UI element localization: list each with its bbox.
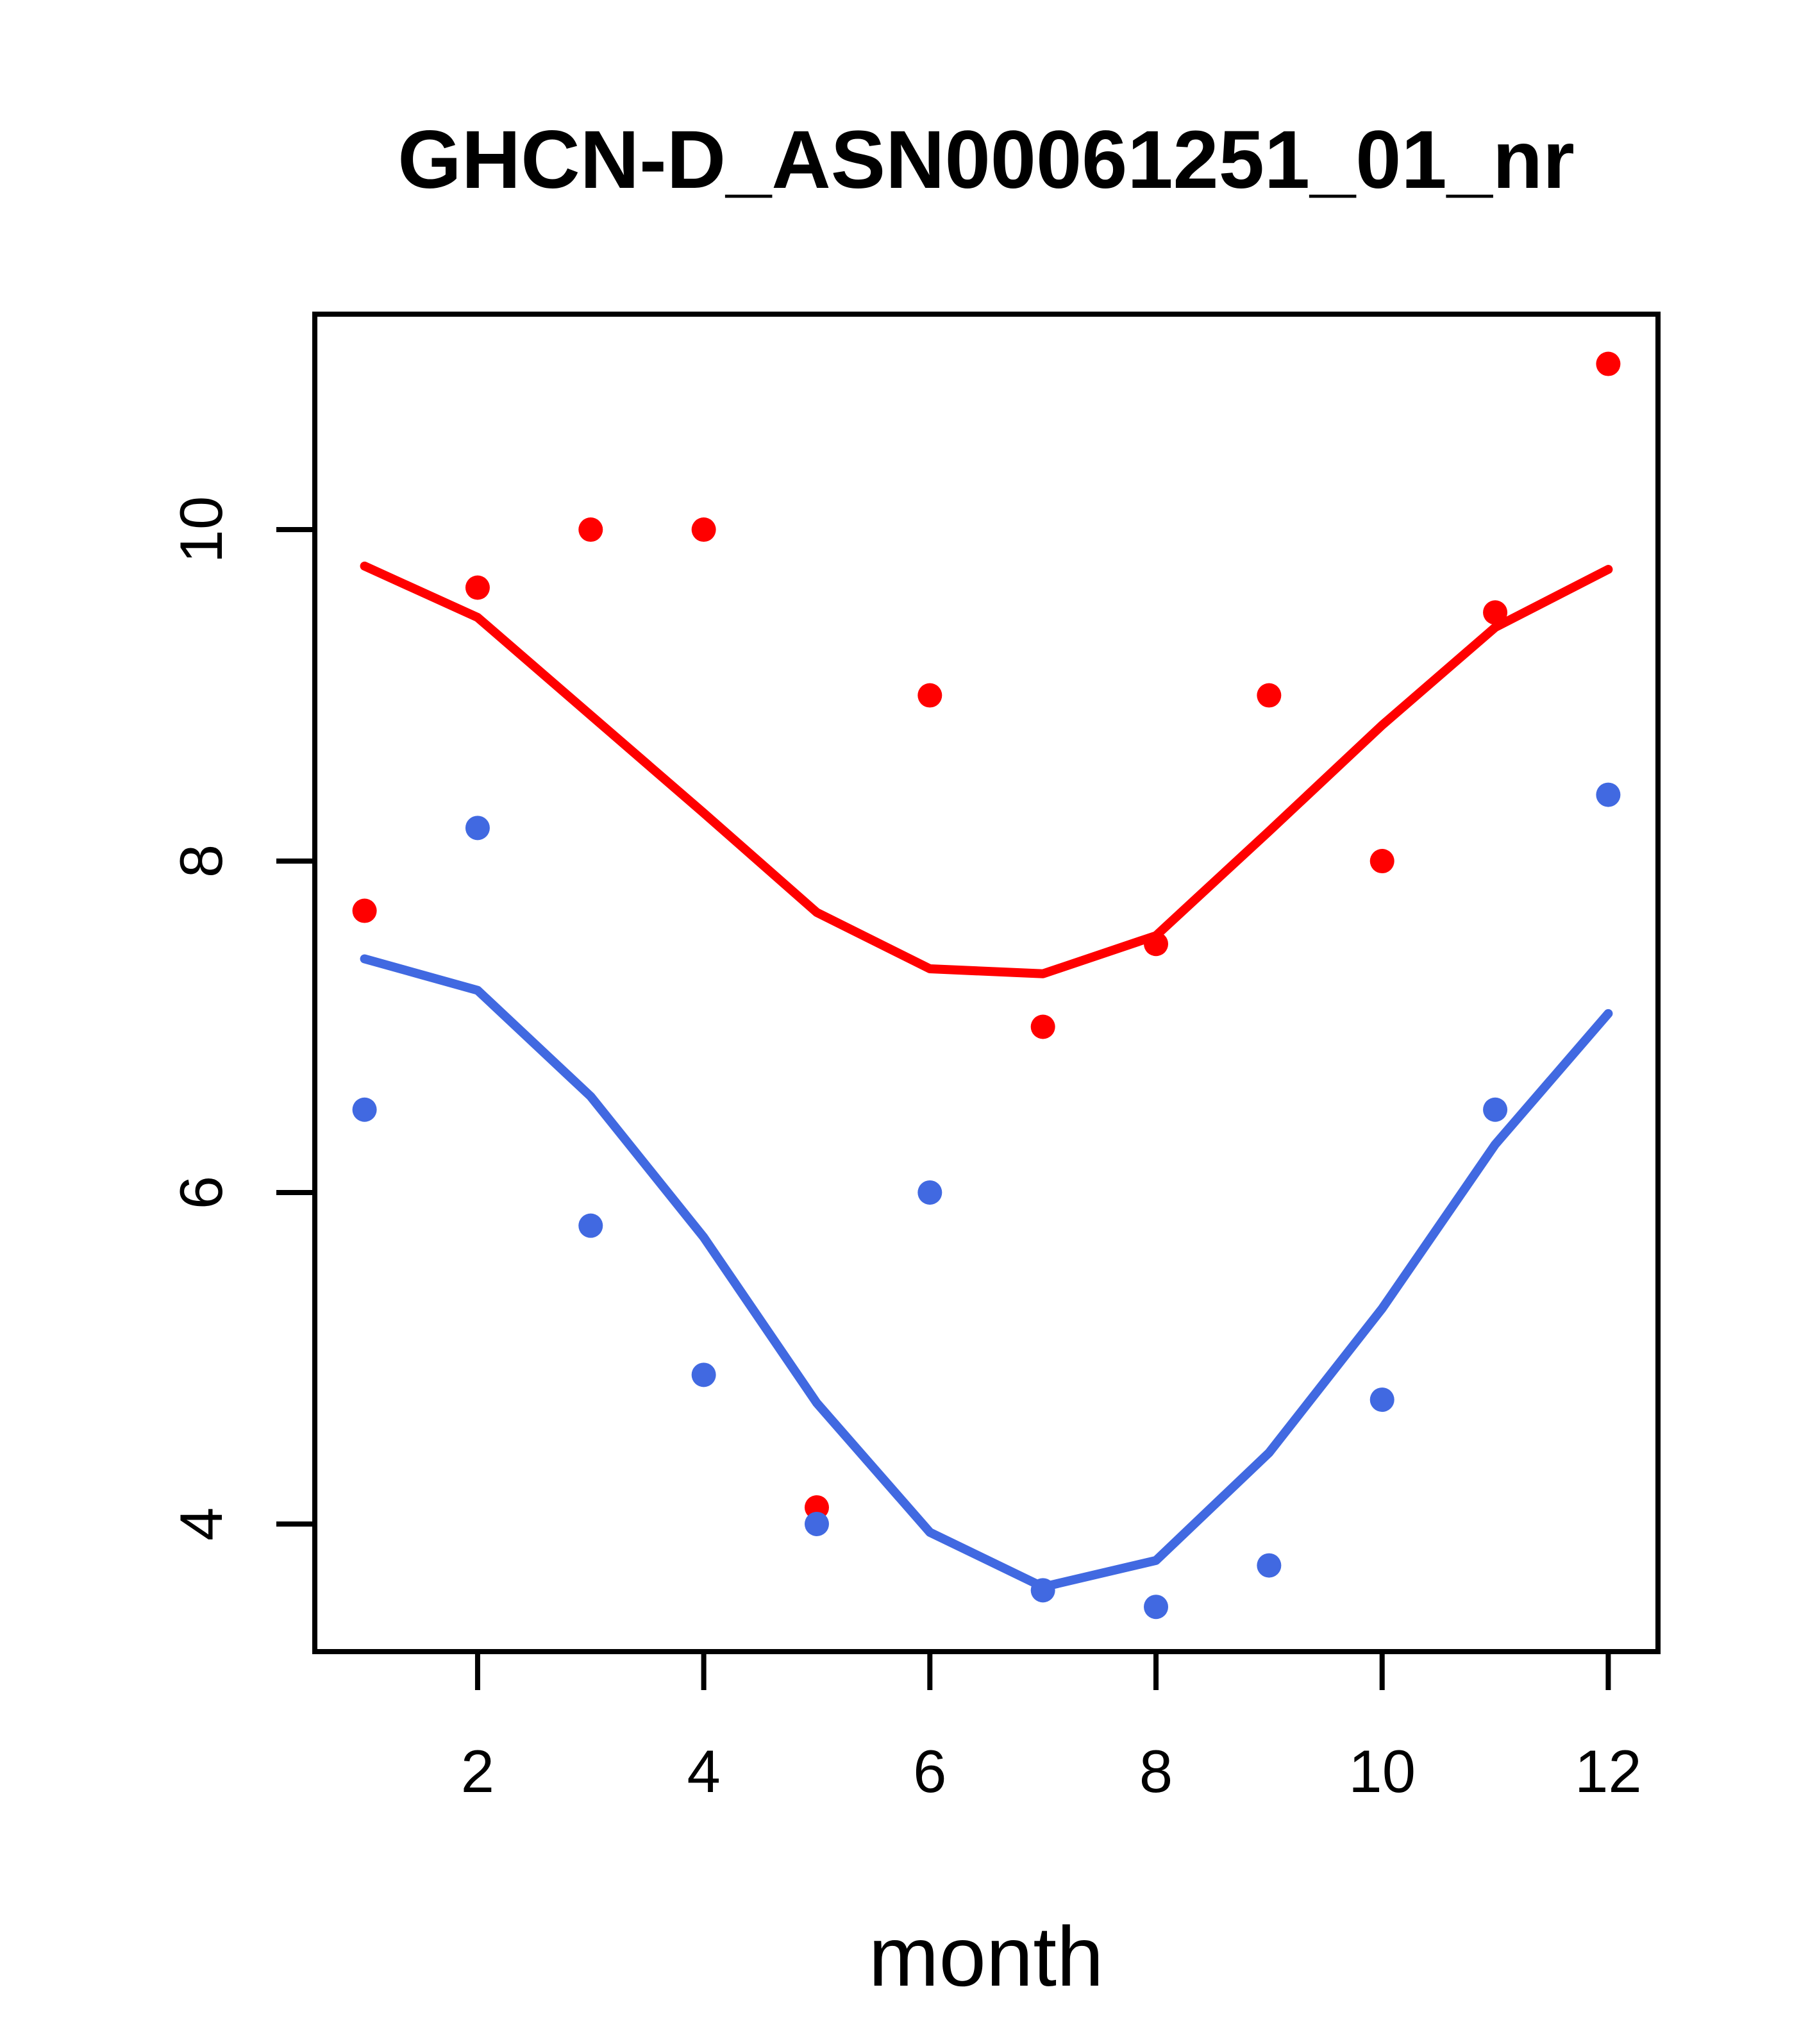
x-axis-label: month	[869, 1909, 1104, 2004]
blue-point	[1030, 1578, 1055, 1603]
blue-point	[1483, 1097, 1508, 1122]
red-point	[1030, 1014, 1055, 1039]
blue-point	[465, 816, 490, 841]
plot-box	[312, 312, 1661, 1654]
red-point	[1483, 600, 1508, 625]
red-point	[352, 898, 377, 923]
chart-title: GHCN-D_ASN00061251_01_nr	[398, 114, 1575, 206]
red-point	[691, 517, 716, 542]
y-tick-label: 8	[167, 844, 235, 878]
red-point	[1369, 849, 1394, 874]
y-tick-label: 4	[167, 1507, 235, 1541]
red-point	[578, 517, 603, 542]
blue-point	[917, 1180, 942, 1205]
blue-point	[1144, 1595, 1169, 1620]
blue-point	[352, 1097, 377, 1122]
blue-point	[1257, 1553, 1282, 1578]
blue-point	[578, 1213, 603, 1238]
x-tick-label: 10	[1348, 1738, 1416, 1805]
x-tick-label: 6	[913, 1738, 946, 1805]
x-tick-label: 2	[461, 1738, 494, 1805]
red-point	[1144, 932, 1169, 957]
red-point	[465, 575, 490, 600]
blue-point	[1369, 1387, 1394, 1412]
blue-point	[804, 1511, 829, 1536]
red-point	[1596, 351, 1621, 376]
x-tick-label: 12	[1575, 1738, 1642, 1805]
blue-point	[691, 1362, 716, 1387]
y-tick-label: 6	[167, 1176, 235, 1209]
red-point	[1257, 683, 1282, 708]
blue-smooth-line	[360, 954, 1613, 1592]
x-tick-label: 4	[687, 1738, 720, 1805]
x-tick-label: 8	[1139, 1738, 1173, 1805]
plot-content: 2 4 6 8 10 12 4 6 8 10	[167, 351, 1642, 1805]
y-tick-label: 10	[167, 496, 235, 564]
red-smooth-line	[360, 561, 1613, 978]
blue-point	[1596, 782, 1621, 807]
red-point	[917, 683, 942, 708]
